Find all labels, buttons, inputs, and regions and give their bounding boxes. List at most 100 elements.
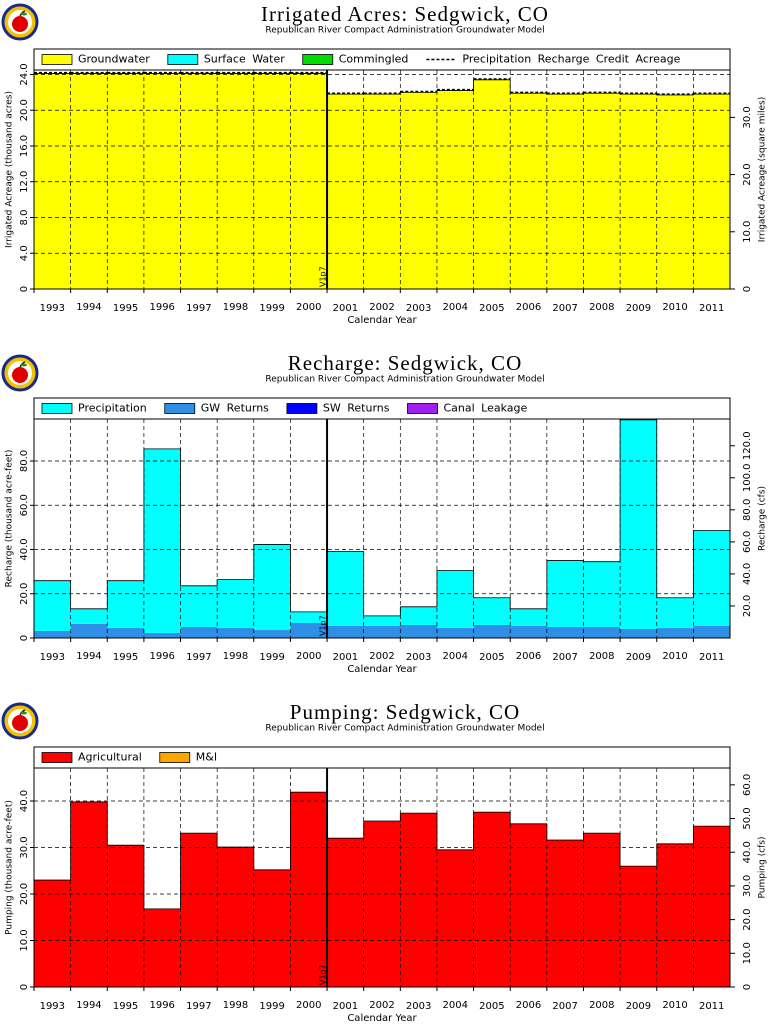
x-tick-label: 2006 [516, 651, 541, 662]
bar [363, 821, 401, 987]
x-tick-label: 1994 [76, 302, 101, 313]
y2-tick-label: 30.0 [742, 106, 753, 128]
bar [473, 812, 511, 987]
bar [327, 625, 364, 638]
x-tick-label: 2001 [333, 1001, 358, 1012]
legend-frame [33, 397, 731, 420]
bar [620, 628, 658, 638]
x-tick-label: 2004 [443, 651, 468, 662]
x-tick-label: 2008 [589, 1000, 614, 1011]
bar [620, 94, 658, 289]
bar [473, 79, 511, 290]
chart-subtitle: Republican River Compact Administration … [265, 375, 544, 385]
bar [70, 801, 108, 987]
bar [546, 626, 584, 638]
bar [180, 626, 218, 638]
bar [34, 880, 71, 987]
x-tick-label: 2001 [333, 303, 358, 314]
x-tick-label: 1995 [113, 1001, 138, 1012]
x-tick-label: 2003 [406, 303, 431, 314]
bar [180, 833, 218, 987]
bar [217, 579, 255, 629]
y-tick-label: 60.0 [19, 494, 30, 516]
bar [436, 628, 474, 638]
x-axis-label: Calendar Year [347, 315, 417, 326]
x-tick-label: 2010 [662, 1000, 687, 1011]
bar [510, 93, 548, 289]
x-tick-label: 2007 [552, 652, 577, 663]
bar [327, 94, 364, 289]
bar [400, 624, 438, 638]
bar [400, 813, 438, 987]
bar [583, 93, 621, 289]
bar [180, 73, 218, 290]
x-tick-label: 2011 [699, 1001, 724, 1012]
chart-title: Pumping: Sedgwick, CO [290, 700, 520, 724]
y-tick-label: 4.0 [19, 245, 30, 261]
legend-swatch [407, 403, 438, 414]
bar [253, 73, 291, 290]
bar [693, 94, 731, 289]
bar [510, 608, 548, 626]
y-tick-label: 16.0 [19, 135, 30, 157]
bar [656, 843, 694, 987]
bar [436, 570, 474, 629]
bar [290, 73, 328, 290]
x-tick-label: 1998 [223, 1000, 248, 1011]
y2-tick-label: 100.0 [742, 463, 753, 492]
bar [656, 95, 694, 290]
bar [510, 823, 548, 987]
bar [217, 73, 255, 290]
y-tick-label: 0 [19, 286, 30, 292]
bar [180, 585, 218, 627]
x-tick-label: 2007 [552, 303, 577, 314]
bar [143, 632, 181, 638]
legend-swatch [41, 752, 73, 763]
y-axis-label: Recharge (thousand acre-feet) [5, 450, 15, 588]
bar [217, 628, 255, 638]
bar [363, 94, 401, 289]
x-tick-label: 1995 [113, 652, 138, 663]
y2-tick-label: 40.0 [742, 841, 753, 863]
x-tick-label: 1994 [76, 1000, 101, 1011]
x-tick-label: 2009 [626, 652, 651, 663]
annotation: V1p7 [319, 615, 328, 636]
x-tick-label: 2007 [552, 1001, 577, 1012]
legend-swatch [41, 403, 73, 414]
bar [583, 626, 621, 638]
x-tick-label: 2006 [516, 1000, 541, 1011]
bar [400, 92, 438, 289]
legend-label: Agricultural [78, 751, 142, 764]
y-tick-label: 24.0 [19, 63, 30, 85]
x-tick-label: 2000 [296, 1000, 321, 1011]
bar [70, 73, 108, 290]
x-tick-label: 2004 [443, 302, 468, 313]
x-tick-label: 2004 [443, 1000, 468, 1011]
legend-label: Precipitation Recharge Credit Acreage [462, 53, 680, 66]
x-tick-label: 1996 [149, 651, 174, 662]
bar [546, 840, 584, 987]
y-tick-label: 20.0 [19, 99, 30, 121]
bar [510, 625, 548, 638]
x-tick-label: 1997 [186, 652, 211, 663]
chart-title: Recharge: Sedgwick, CO [288, 351, 522, 375]
y2-tick-label: 20.0 [742, 595, 753, 617]
y2-tick-label: 80.0 [742, 499, 753, 521]
x-tick-label: 2011 [699, 303, 724, 314]
y2-tick-label: 50.0 [742, 807, 753, 829]
logo [1, 3, 39, 41]
bar [327, 551, 364, 626]
bar [70, 608, 108, 624]
y-tick-label: 80.0 [19, 450, 30, 472]
bar [693, 826, 731, 987]
y2-tick-label: 120.0 [742, 431, 753, 460]
bar [253, 869, 291, 987]
x-tick-label: 2003 [406, 652, 431, 663]
x-tick-label: 2002 [369, 651, 394, 662]
x-tick-label: 2005 [479, 303, 504, 314]
y-tick-label: 0 [19, 984, 30, 990]
legend-label: M&I [196, 751, 217, 764]
x-tick-label: 2001 [333, 652, 358, 663]
bar [473, 597, 511, 625]
logo [1, 702, 39, 740]
